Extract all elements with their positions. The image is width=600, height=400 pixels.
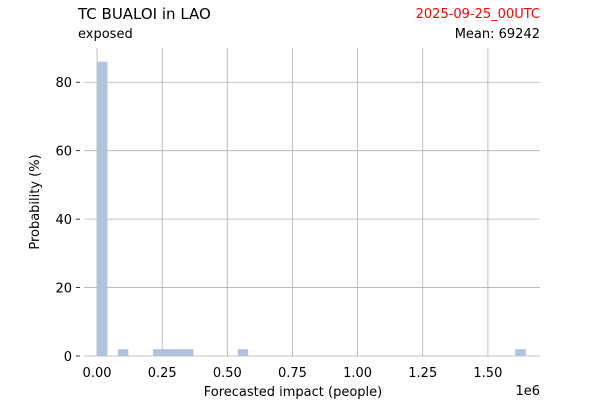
axis-ticks: 0.00 0.25 0.50 0.75 1.00 1.25 1.50 0 20 40 60 80	[55, 76, 502, 381]
histogram-bar	[117, 349, 129, 356]
y-tick-label: 40	[55, 213, 72, 228]
x-tick-label: 0.00	[83, 366, 112, 381]
x-tick-label: 1.00	[343, 366, 372, 381]
grid-lines	[84, 48, 540, 357]
x-tick-label: 0.25	[148, 366, 177, 381]
y-tick-label: 60	[55, 145, 72, 160]
histogram-bar	[172, 349, 184, 356]
histogram-bar	[183, 349, 194, 356]
y-tick-label: 20	[55, 282, 72, 297]
x-tick-label: 0.50	[213, 366, 242, 381]
x-tick-label: 1.50	[473, 366, 502, 381]
chart-title: TC BUALOI in LAO	[78, 5, 211, 23]
y-tick-label: 0	[64, 350, 72, 365]
y-axis-label: Probability (%)	[28, 154, 43, 249]
histogram-bar	[97, 61, 108, 356]
x-axis-label: Forecasted impact (people)	[204, 385, 382, 400]
mean-label: Mean: 69242	[454, 27, 540, 42]
x-tick-label: 0.75	[278, 366, 307, 381]
x-scale-offset: 1e6	[515, 384, 540, 399]
histogram-bar	[515, 349, 526, 356]
x-tick-label: 1.25	[408, 366, 437, 381]
y-tick-label: 80	[55, 76, 72, 91]
histogram-bar	[162, 349, 173, 356]
chart-subtitle: exposed	[78, 27, 133, 42]
bars	[97, 61, 526, 356]
histogram-bar	[153, 349, 164, 356]
histogram-bar	[237, 349, 249, 356]
forecast-date: 2025-09-25_00UTC	[415, 7, 540, 22]
